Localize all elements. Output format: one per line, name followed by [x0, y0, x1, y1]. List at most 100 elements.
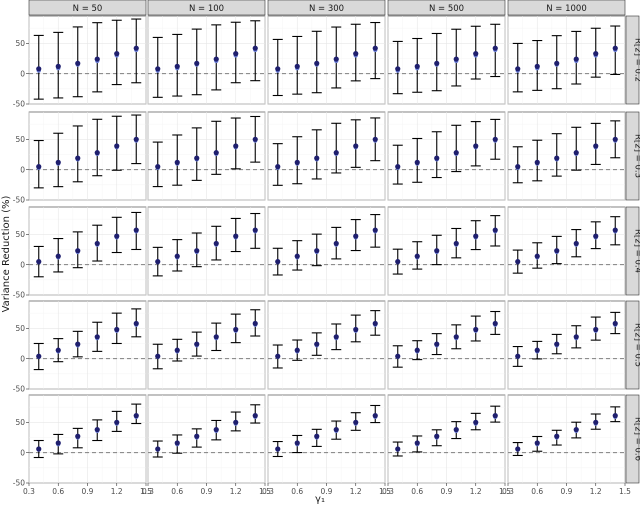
mean-point — [395, 353, 401, 359]
x-tick-label: 0.9 — [441, 487, 453, 496]
panel — [147, 394, 266, 484]
panel — [147, 15, 266, 105]
x-tick-label: 0.3 — [262, 487, 274, 496]
mean-point — [94, 426, 100, 433]
mean-point — [434, 248, 440, 254]
mean-point — [453, 56, 459, 62]
mean-point — [294, 159, 300, 165]
mean-point — [174, 347, 180, 353]
mean-point — [114, 143, 120, 149]
x-tick-label: 1.2 — [350, 487, 362, 496]
x-tick-label: 0.6 — [171, 487, 183, 496]
mean-point — [434, 433, 440, 439]
mean-point — [194, 248, 200, 254]
x-tick-label: 0.6 — [52, 487, 64, 496]
x-axis-title: γ₁ — [315, 494, 325, 505]
mean-point — [414, 440, 420, 446]
mean-point — [395, 164, 401, 170]
mean-point — [372, 320, 378, 327]
y-tick-label: 0 — [20, 260, 25, 269]
mean-point — [333, 240, 339, 247]
mean-point — [395, 66, 401, 72]
mean-point — [414, 63, 420, 69]
x-tick-label: 1.2 — [111, 487, 123, 496]
mean-point — [414, 347, 420, 353]
panel — [28, 111, 147, 201]
mean-point — [333, 426, 339, 433]
mean-point — [473, 326, 479, 333]
mean-point — [194, 433, 200, 439]
panel — [387, 394, 506, 484]
mean-point — [434, 341, 440, 347]
mean-point — [473, 419, 479, 425]
mean-point — [75, 155, 81, 161]
mean-point — [414, 253, 420, 259]
mean-point — [534, 63, 540, 69]
mean-point — [55, 63, 61, 69]
mean-point — [612, 136, 618, 142]
panel — [28, 206, 147, 296]
mean-point — [573, 150, 579, 156]
mean-point — [174, 63, 180, 69]
y-tick-label: -50 — [13, 479, 25, 488]
panel — [507, 111, 626, 201]
x-tick-label: 0.6 — [411, 487, 423, 496]
mean-point — [554, 248, 560, 254]
row-strip — [625, 206, 640, 296]
mean-point — [593, 143, 599, 149]
x-tick-label: 0.3 — [142, 487, 154, 496]
mean-point — [353, 51, 359, 57]
mean-point — [294, 440, 300, 446]
x-tick-label: 1.5 — [259, 487, 271, 496]
mean-point — [114, 326, 120, 333]
x-tick-label: 1.5 — [379, 487, 391, 496]
mean-point — [55, 253, 61, 259]
mean-point — [213, 150, 219, 156]
mean-point — [453, 334, 459, 340]
mean-point — [275, 353, 281, 359]
panel — [147, 206, 266, 296]
mean-point — [155, 353, 161, 359]
mean-point — [275, 66, 281, 72]
column-strip-label: N = 300 — [309, 4, 344, 14]
mean-point — [114, 233, 120, 239]
y-tick-label: 0 — [20, 69, 25, 78]
mean-point — [213, 240, 219, 247]
mean-point — [515, 66, 521, 72]
axes: -50 0 50 -50 0 50 -50 0 50 -50 0 50 -50 0 50 0.3 0.6 0.9 1… — [13, 39, 631, 496]
column-strip-label: N = 50 — [73, 4, 103, 14]
mean-point — [36, 66, 42, 72]
panel — [387, 206, 506, 296]
column-strip — [28, 0, 147, 16]
mean-point — [612, 320, 618, 327]
mean-point — [194, 60, 200, 66]
mean-point — [534, 440, 540, 446]
mean-point — [573, 334, 579, 340]
column-strip-label: N = 500 — [429, 4, 464, 14]
mean-point — [314, 60, 320, 66]
x-tick-label: 0.9 — [561, 487, 573, 496]
mean-point — [492, 45, 498, 51]
mean-point — [492, 413, 498, 419]
panel — [507, 15, 626, 105]
mean-point — [372, 45, 378, 51]
mean-point — [94, 240, 100, 247]
x-tick-label: 1.5 — [619, 487, 631, 496]
mean-point — [75, 248, 81, 254]
mean-point — [55, 347, 61, 353]
column-strip-label: N = 100 — [189, 4, 224, 14]
panel — [387, 15, 506, 105]
mean-point — [133, 45, 139, 51]
mean-point — [372, 413, 378, 419]
mean-point — [453, 426, 459, 433]
mean-point — [473, 233, 479, 239]
mean-point — [275, 164, 281, 170]
panel — [28, 394, 147, 484]
mean-point — [353, 326, 359, 333]
row-strip-label: R[2] = 0.3 — [633, 134, 640, 178]
mean-point — [275, 259, 281, 265]
mean-point — [55, 159, 61, 165]
row-strip-label: R[2] = 0.4 — [633, 229, 640, 273]
mean-point — [612, 413, 618, 419]
mean-point — [593, 326, 599, 333]
